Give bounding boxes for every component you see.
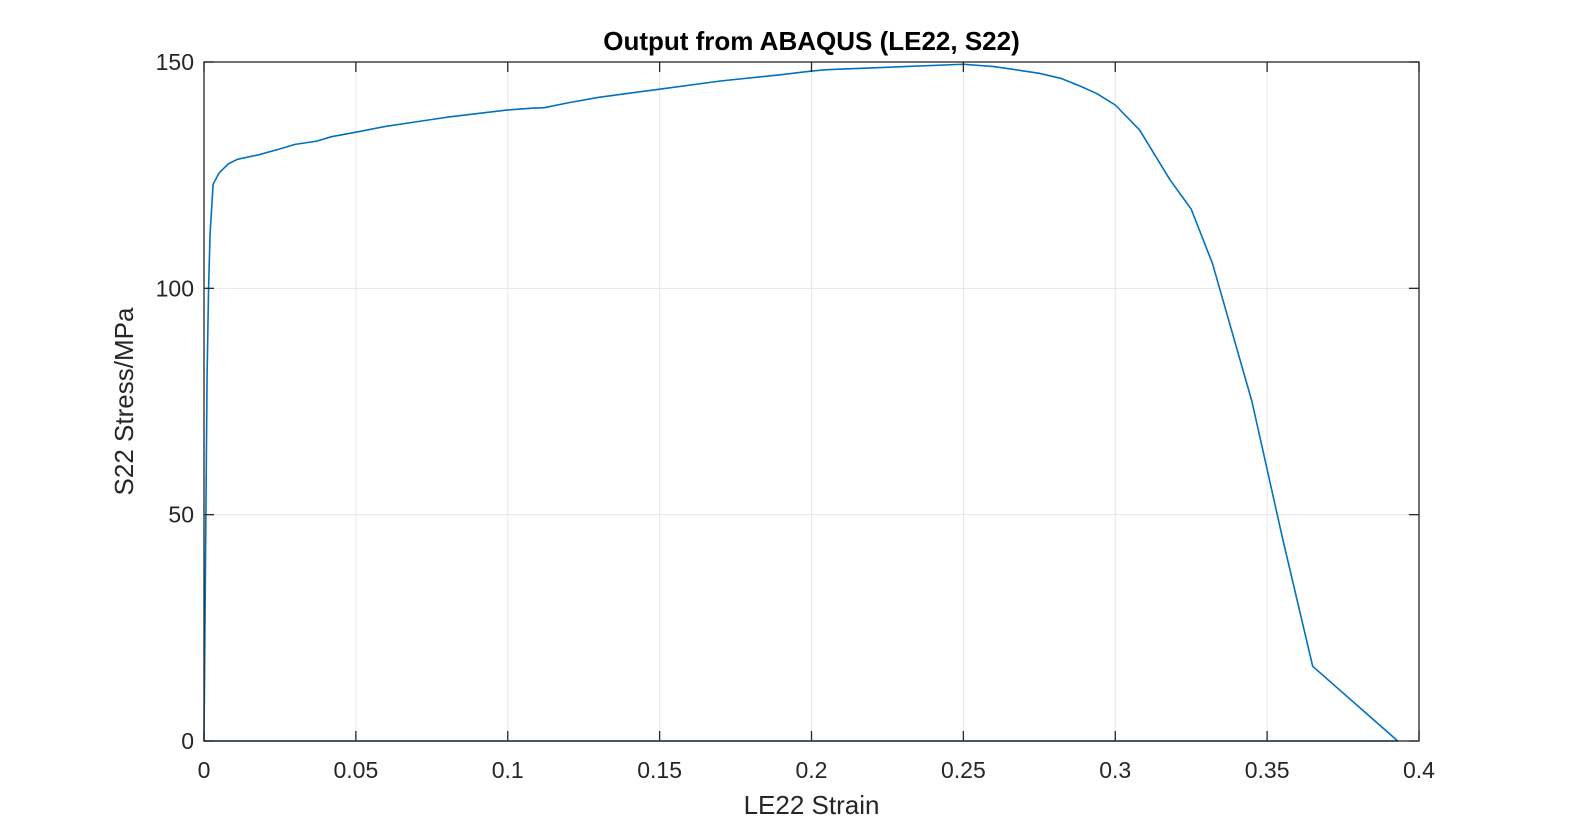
x-tick-label: 0.2 bbox=[796, 757, 828, 783]
x-tick-label: 0.05 bbox=[333, 757, 378, 783]
axis-ticks bbox=[203, 61, 1420, 742]
y-tick-label: 150 bbox=[156, 49, 194, 75]
x-tick-label: 0.15 bbox=[637, 757, 682, 783]
x-tick-label: 0.35 bbox=[1245, 757, 1290, 783]
x-tick-label: 0.1 bbox=[492, 757, 524, 783]
x-axis-label: LE22 Strain bbox=[744, 790, 880, 820]
tick-labels: 0 0.05 0.1 0.15 0.2 0.25 0.3 0.35 0.4 0 50 100 150 bbox=[156, 49, 1436, 783]
y-axis-label: S22 Stress/MPa bbox=[109, 307, 139, 495]
series-line-stress-strain bbox=[203, 63, 1399, 742]
x-tick-label: 0.4 bbox=[1403, 757, 1435, 783]
x-tick-label: 0.3 bbox=[1099, 757, 1131, 783]
y-tick-label: 100 bbox=[156, 275, 194, 301]
y-tick-label: 50 bbox=[168, 502, 194, 528]
x-tick-label: 0.25 bbox=[941, 757, 986, 783]
chart-title: Output from ABAQUS (LE22, S22) bbox=[603, 26, 1020, 56]
x-tick-label: 0 bbox=[198, 757, 211, 783]
y-tick-label: 0 bbox=[181, 728, 194, 754]
